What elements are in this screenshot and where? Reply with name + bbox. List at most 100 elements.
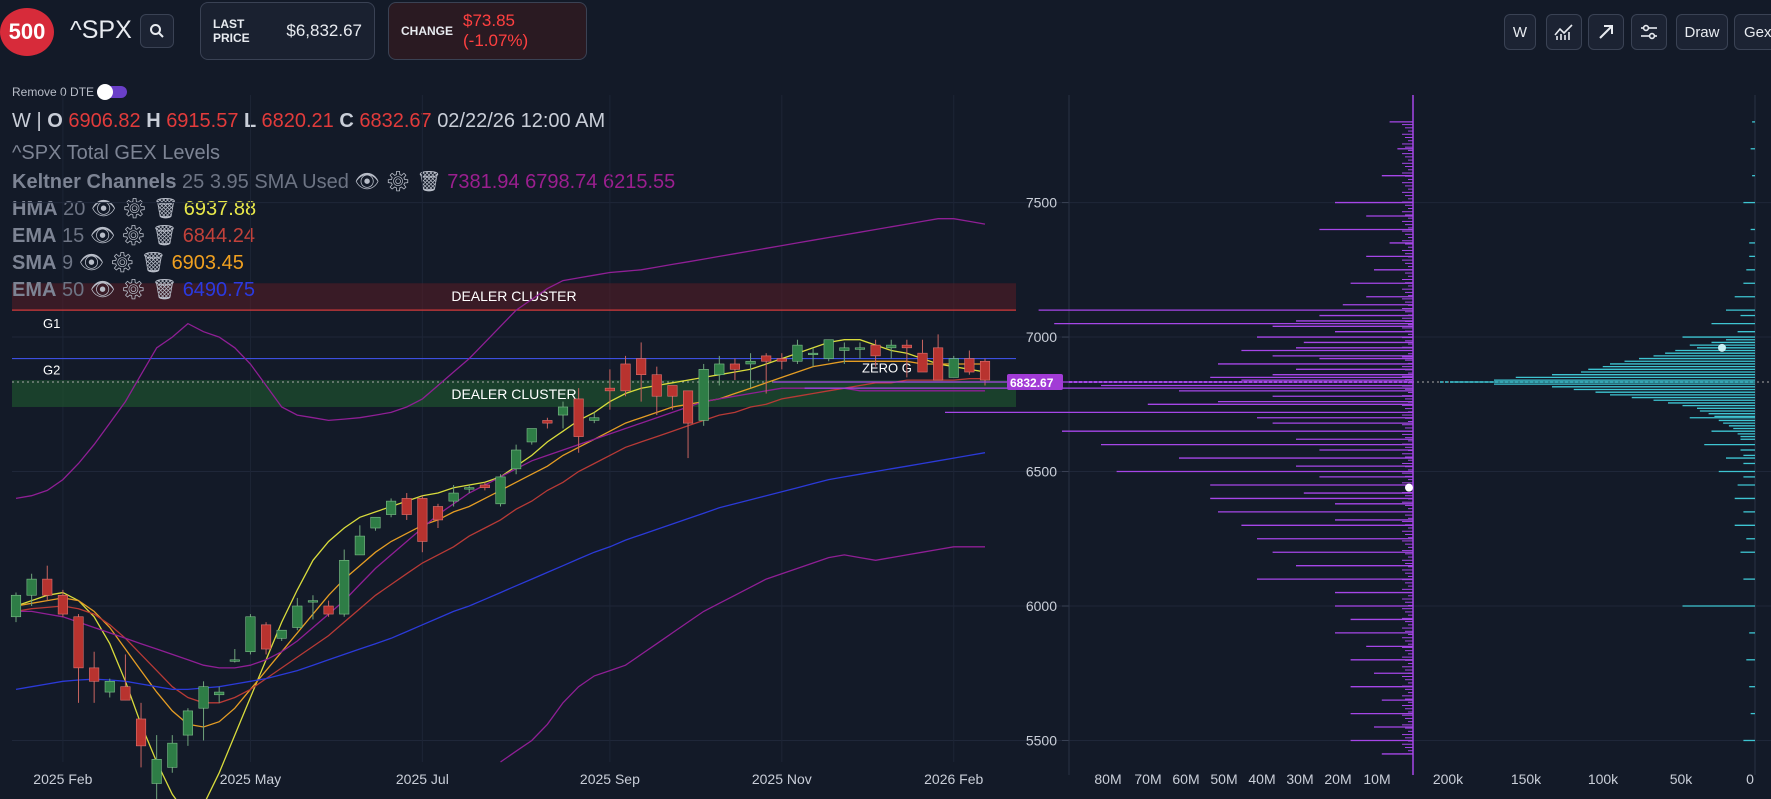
gear-icon[interactable]: ⚙ [120, 279, 147, 301]
draw-button[interactable]: Draw [1676, 14, 1728, 50]
eye-icon[interactable]: 👁 [89, 279, 116, 301]
gex-volume-x-tick: 60M [1172, 771, 1199, 787]
candle-body [573, 398, 584, 437]
logo-text: 500 [8, 19, 46, 44]
trash-icon[interactable]: 🗑 [140, 252, 166, 274]
hma-name: HMA [12, 198, 58, 220]
eye-icon[interactable]: 👁 [89, 225, 116, 247]
trash-icon[interactable]: 🗑 [152, 198, 179, 220]
candle [573, 388, 584, 453]
gear-icon[interactable]: ⚙ [121, 198, 148, 220]
candle [370, 516, 381, 531]
candle [229, 649, 240, 663]
arrow-up-right-icon [1599, 25, 1613, 39]
candle-body [933, 347, 944, 381]
gear-icon[interactable]: ⚙ [385, 171, 411, 193]
candle-body [808, 352, 819, 355]
indicator-line [15, 360, 985, 728]
candle [917, 339, 928, 373]
gex-flip-marker [1405, 483, 1413, 492]
candle-body [386, 500, 397, 515]
candle [682, 390, 694, 459]
zero-g-label: ZERO G [862, 361, 912, 376]
y-tick-label: 7500 [1026, 195, 1057, 211]
interval-button[interactable]: W [1504, 14, 1536, 50]
eye-icon[interactable]: 👁 [78, 252, 105, 274]
candle-body [323, 605, 334, 615]
gex-volume-x-tick: 50M [1210, 771, 1237, 787]
candle [464, 484, 475, 494]
candle-body [432, 506, 444, 521]
chart-indicator-icon [1554, 24, 1573, 40]
gear-icon[interactable]: ⚙ [109, 252, 136, 274]
eye-icon[interactable]: 👁 [90, 198, 117, 220]
candle-body [589, 417, 600, 421]
gex-oi-x-tick: 50k [1670, 771, 1694, 787]
gex-button[interactable]: Gex [1734, 14, 1771, 50]
candle [26, 573, 37, 607]
search-button[interactable] [140, 14, 174, 48]
settings-sliders-button[interactable] [1631, 14, 1667, 50]
candle [57, 589, 68, 617]
remove-0dte-toggle[interactable] [97, 84, 127, 100]
candle [542, 417, 553, 429]
candle-body [479, 484, 490, 488]
candle [823, 339, 834, 362]
candle [135, 702, 147, 768]
candle [698, 363, 709, 426]
ohlc-h-label: H [146, 110, 167, 132]
candle [870, 339, 881, 367]
candle-body [57, 594, 68, 615]
candle-body [10, 594, 22, 618]
ema50-value: 6490.75 [182, 279, 255, 301]
candle [417, 495, 428, 553]
eye-icon[interactable]: 👁 [354, 171, 380, 193]
app-logo[interactable]: 500 [0, 8, 54, 56]
y-tick-label: 6500 [1026, 464, 1057, 480]
keltner-values: 7381.94 6798.74 6215.55 [447, 171, 676, 193]
y-tick-label: 6000 [1026, 598, 1057, 614]
candle-body [229, 659, 240, 662]
candle-body [698, 369, 709, 421]
candle [386, 498, 397, 518]
ema15-params: 15 [62, 225, 85, 247]
candle-body [198, 686, 209, 709]
candle-body [104, 681, 115, 693]
gex-volume-x-tick: 30M [1286, 771, 1313, 787]
last-price-value: $6,832.67 [286, 21, 362, 40]
trend-line-button[interactable] [1588, 14, 1624, 50]
gear-icon[interactable]: ⚙ [120, 225, 147, 247]
candle-body [26, 578, 37, 596]
indicators-button[interactable] [1546, 14, 1582, 50]
candle [589, 412, 600, 424]
candle [933, 334, 944, 381]
candle-body [417, 498, 428, 542]
candle [120, 654, 131, 701]
keltner-name: Keltner Channels [12, 171, 177, 193]
candle [667, 385, 678, 410]
candle-body [339, 559, 350, 615]
candle-body [901, 344, 912, 349]
price-tag-group: 6832.67 [1007, 374, 1063, 391]
trash-icon[interactable]: 🗑 [151, 225, 178, 247]
candle [886, 339, 897, 359]
ema15-name: EMA [12, 225, 57, 247]
candle-body [917, 352, 928, 373]
candle [182, 708, 193, 746]
ticker-symbol[interactable]: ^SPX [70, 16, 132, 44]
candle-body [182, 710, 193, 736]
candle [354, 525, 365, 556]
ema50-legend: EMA 50 👁 ⚙ 🗑 6490.75 [12, 277, 255, 302]
sma9-name: SMA [12, 252, 57, 274]
candle-body [604, 387, 615, 392]
candle [167, 735, 178, 773]
indicator-line [15, 218, 986, 500]
candle [10, 592, 22, 623]
candle [948, 355, 959, 378]
candle-body [776, 358, 787, 362]
candle-body [761, 355, 772, 362]
trash-icon[interactable]: 🗑 [151, 279, 178, 301]
ema50-name: EMA [12, 279, 57, 301]
